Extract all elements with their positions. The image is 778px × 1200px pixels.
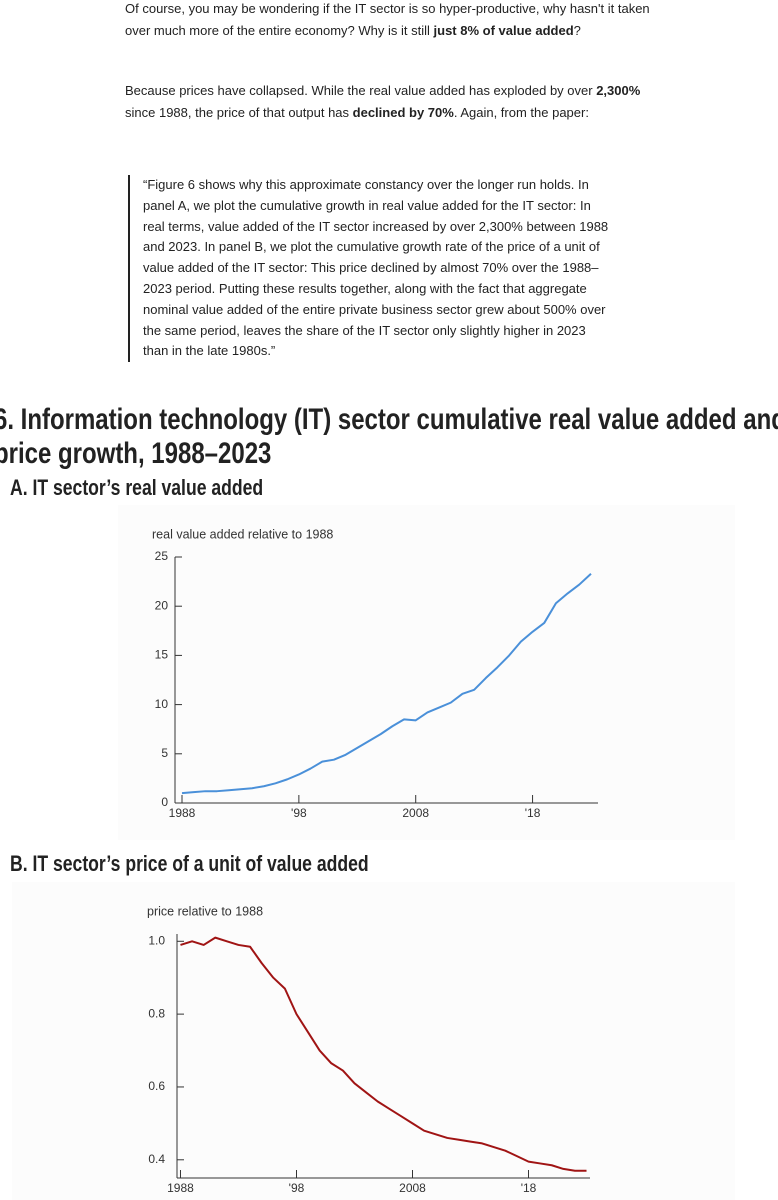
quote-line: real terms, value added of the IT sector… (143, 218, 609, 234)
quote-line: “Figure 6 shows why this approximate con… (143, 177, 589, 192)
x-tick-label: '98 (289, 1181, 305, 1195)
bold-text: 2,300% (596, 83, 641, 98)
bold-text: just 8% of value added (433, 23, 574, 38)
text: since 1988, the price of that output has (125, 105, 353, 120)
axis-label: price relative to 1988 (147, 904, 263, 918)
x-tick-label: '18 (521, 1181, 537, 1195)
quote-line: value added of the IT sector: This price… (143, 260, 599, 276)
paragraph: Of course, you may be wondering if the I… (125, 0, 650, 42)
quote-line: than in the late 1980s.” (143, 343, 276, 359)
panel-background (118, 505, 735, 840)
panel-title: B. IT sector’s price of a unit of value … (10, 852, 369, 876)
figure-title: 6. Information technology (IT) sector cu… (0, 401, 778, 435)
text: Because prices have collapsed. While the… (125, 83, 597, 98)
bold-text: declined by 70% (352, 105, 454, 120)
y-tick-label: 1.0 (148, 933, 165, 947)
data-line (180, 936, 587, 1172)
text: ? (573, 23, 581, 38)
text: Of course, you may be wondering if the I… (125, 1, 650, 38)
y-tick-label: 0.6 (148, 1079, 165, 1093)
y-tick-label: 5 (161, 746, 168, 760)
x-tick-label: '18 (525, 806, 541, 820)
quote-line: 2023 period. Putting these results toget… (143, 280, 587, 296)
data-line (181, 572, 592, 795)
quote-line: nominal value added of the entire privat… (143, 301, 606, 317)
x-tick-label: 2008 (399, 1181, 426, 1195)
x-tick-label: '98 (291, 806, 307, 820)
quote-line: panel A, we plot the cumulative growth i… (143, 197, 591, 213)
y-tick-label: 0.8 (148, 1006, 165, 1020)
y-tick-label: 0 (161, 795, 168, 809)
figure-title: price growth, 1988–2023 (0, 435, 271, 469)
y-tick-label: 20 (155, 598, 169, 612)
y-tick-label: 15 (155, 648, 169, 662)
quote-line: and 2023. In panel B, we plot the cumula… (143, 239, 600, 255)
quote-line: the same period, leaves the share of the… (143, 322, 586, 338)
x-tick-label: 1988 (167, 1181, 194, 1195)
x-tick-label: 1988 (169, 806, 196, 820)
panel-title: A. IT sector’s real value added (10, 476, 263, 500)
y-tick-label: 0.4 (148, 1152, 165, 1166)
panel-background (12, 882, 735, 1200)
blockquote: “Figure 6 shows why this approximate con… (128, 175, 653, 363)
text: . Again, from the paper: (453, 105, 589, 120)
axis-label: real value added relative to 1988 (152, 527, 333, 541)
x-tick-label: 2008 (402, 806, 429, 820)
y-tick-label: 10 (155, 697, 169, 711)
y-tick-label: 25 (155, 549, 169, 563)
paragraph: Because prices have collapsed. While the… (125, 80, 650, 124)
